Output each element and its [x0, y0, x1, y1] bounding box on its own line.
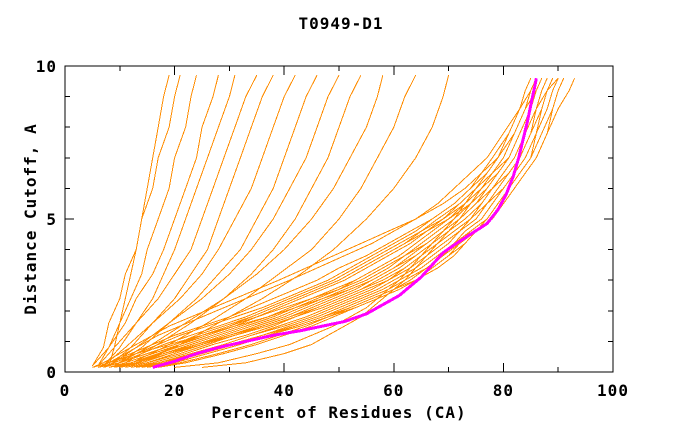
y-axis-label: Distance Cutoff, A: [21, 123, 40, 314]
model-curve: [92, 77, 532, 368]
x-tick-label: 60: [383, 381, 404, 400]
chart-title: T0949-D1: [298, 14, 383, 33]
curves-group: [91, 74, 576, 369]
model-curve: [97, 77, 532, 368]
model-curve: [114, 77, 554, 368]
model-curve: [158, 77, 559, 368]
x-tick-label: 0: [60, 381, 71, 400]
model-curve: [147, 77, 576, 368]
y-tick-label: 5: [46, 210, 57, 229]
model-curve: [97, 74, 258, 367]
model-curve: [92, 77, 548, 368]
model-curve: [97, 77, 537, 368]
x-axis-label: Percent of Residues (CA): [211, 403, 466, 422]
axes-group: 0 20 40 60 80 100 0 5 10: [36, 57, 629, 400]
x-tick-label: 100: [597, 381, 629, 400]
model-curve: [103, 74, 296, 367]
model-curve: [103, 77, 537, 368]
model-curve: [97, 77, 543, 368]
model-curve: [108, 74, 340, 367]
highlight-curve: [152, 77, 538, 369]
x-tick-label: 20: [164, 381, 185, 400]
model-curve: [97, 75, 197, 367]
model-curve: [125, 74, 417, 367]
x-tick-label: 80: [493, 381, 514, 400]
model-curve: [108, 77, 537, 368]
model-curve: [92, 75, 219, 367]
model-curve: [108, 75, 170, 367]
model-curve: [130, 75, 450, 367]
model-curve: [114, 75, 384, 367]
model-curve: [114, 74, 318, 367]
x-tick-label: 40: [274, 381, 295, 400]
model-curve: [174, 77, 532, 368]
model-curve: [103, 75, 236, 367]
y-tick-label: 0: [46, 363, 57, 382]
model-curve: [108, 74, 274, 367]
y-tick-label: 10: [36, 57, 57, 76]
model-curve: [119, 74, 362, 367]
